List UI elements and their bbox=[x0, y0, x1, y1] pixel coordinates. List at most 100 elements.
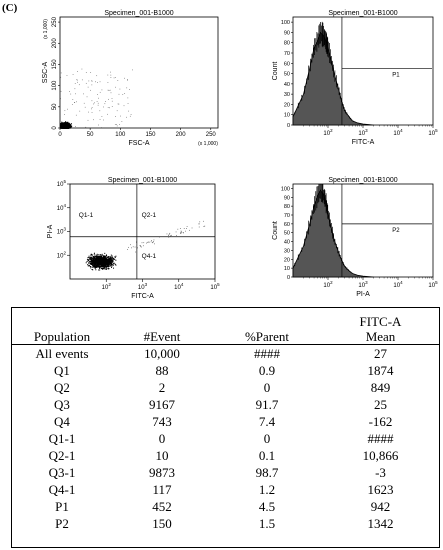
event-dot bbox=[102, 263, 104, 265]
y-tick-label: 105 bbox=[57, 179, 67, 188]
x-axis-label: FSC-A bbox=[129, 140, 150, 147]
event-dot bbox=[100, 254, 102, 256]
event-dot bbox=[66, 124, 68, 126]
event-dot bbox=[106, 263, 108, 265]
table-cell: -3 bbox=[375, 465, 386, 480]
gate-label: P2 bbox=[392, 228, 400, 234]
event-dot bbox=[132, 246, 134, 248]
tick-exponent: 3 bbox=[365, 280, 368, 285]
event-dot bbox=[97, 260, 99, 262]
event-dot bbox=[90, 263, 92, 265]
event-dot bbox=[100, 259, 102, 261]
event-dot bbox=[127, 97, 129, 99]
tick-base: 10 bbox=[323, 131, 330, 137]
event-dot bbox=[98, 264, 100, 266]
event-dot bbox=[98, 256, 100, 258]
event-dot bbox=[67, 123, 69, 125]
table-row: Q2-1 10 0.1 10,866 bbox=[12, 447, 439, 464]
event-dot bbox=[64, 124, 66, 126]
event-dot bbox=[105, 262, 107, 264]
event-dot bbox=[98, 254, 100, 256]
event-dot bbox=[109, 89, 111, 91]
event-dot bbox=[88, 255, 90, 257]
event-dot bbox=[98, 97, 99, 99]
event-dot bbox=[90, 267, 92, 269]
y-tick-label: 10 bbox=[284, 266, 290, 272]
event-dot bbox=[97, 82, 98, 83]
tick-exponent: 5 bbox=[63, 179, 66, 184]
event-dot bbox=[87, 264, 89, 266]
event-dot bbox=[109, 257, 111, 259]
x-tick-label: 102 bbox=[323, 280, 333, 289]
event-dot bbox=[107, 107, 109, 108]
event-dot bbox=[101, 257, 103, 259]
event-dot bbox=[61, 124, 63, 126]
y-tick-label: 40 bbox=[284, 240, 290, 246]
table-cell: 10 bbox=[155, 448, 169, 463]
event-dot bbox=[69, 125, 71, 127]
tick-exponent: 5 bbox=[435, 280, 438, 285]
event-dot bbox=[107, 266, 109, 268]
x-axis-label: FITC-A bbox=[131, 293, 154, 300]
event-dot bbox=[98, 265, 100, 267]
event-dot bbox=[62, 127, 64, 129]
event-dot bbox=[170, 235, 171, 237]
table-cell: 1874 bbox=[367, 363, 394, 378]
y-tick-label: 10 bbox=[284, 113, 290, 119]
event-dot bbox=[84, 106, 86, 108]
event-dot bbox=[103, 119, 104, 121]
event-dot bbox=[91, 262, 93, 264]
event-dot bbox=[86, 260, 88, 262]
event-dot bbox=[60, 72, 62, 74]
event-dot bbox=[91, 268, 93, 270]
event-dot bbox=[62, 123, 64, 125]
event-dot bbox=[100, 262, 102, 264]
event-dot bbox=[113, 267, 115, 269]
event-dot bbox=[100, 260, 102, 262]
event-dot bbox=[94, 263, 96, 265]
event-dot bbox=[112, 263, 114, 265]
y-tick-label: 90 bbox=[284, 195, 290, 201]
event-dot bbox=[63, 122, 65, 124]
event-dot bbox=[92, 264, 94, 266]
event-dot bbox=[98, 264, 100, 266]
event-dot bbox=[88, 80, 90, 82]
event-dot bbox=[62, 126, 64, 128]
x-tick-label: 103 bbox=[138, 282, 148, 291]
event-dot bbox=[101, 260, 103, 262]
event-dot bbox=[60, 98, 61, 100]
event-dot bbox=[109, 265, 111, 267]
table-row: Q2 2 0 849 bbox=[12, 379, 439, 396]
event-dot bbox=[114, 76, 116, 78]
event-dot bbox=[120, 115, 121, 117]
event-dot bbox=[68, 123, 70, 125]
event-dot bbox=[105, 265, 107, 267]
event-dot bbox=[134, 246, 136, 248]
event-dot bbox=[99, 258, 101, 260]
event-dot bbox=[150, 241, 152, 243]
table-cell: Q1-1 bbox=[48, 431, 76, 446]
quadrant-label-q2-1: Q2-1 bbox=[142, 212, 157, 219]
event-dot bbox=[63, 123, 65, 125]
event-dot bbox=[63, 124, 65, 126]
event-dot bbox=[68, 124, 70, 126]
event-dot bbox=[78, 84, 80, 86]
event-dot bbox=[110, 256, 112, 258]
event-dot bbox=[98, 269, 100, 271]
event-dot bbox=[110, 92, 112, 94]
event-dot bbox=[94, 267, 96, 269]
y-tick-label: 50 bbox=[284, 231, 290, 237]
event-dot bbox=[93, 261, 95, 263]
event-dot bbox=[90, 263, 92, 265]
event-dot bbox=[112, 261, 114, 263]
event-dot bbox=[109, 265, 111, 267]
event-dot bbox=[104, 268, 106, 270]
event-dot bbox=[104, 258, 106, 260]
event-dot bbox=[69, 91, 70, 92]
table-cell: 942 bbox=[370, 499, 391, 514]
event-dot bbox=[97, 264, 99, 266]
event-dot bbox=[64, 123, 66, 125]
event-dot bbox=[93, 258, 95, 260]
event-dot bbox=[153, 241, 154, 242]
event-dot bbox=[107, 265, 109, 267]
